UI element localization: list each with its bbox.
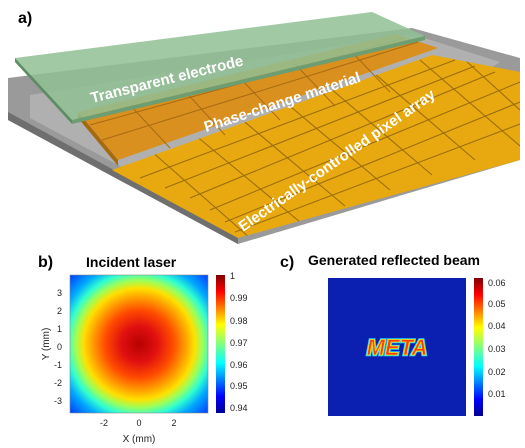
x-tick: 2 (171, 418, 176, 428)
colorbar-tick: 0.99 (230, 293, 248, 303)
colorbar-tick: 1 (230, 271, 235, 281)
substrate-front (8, 112, 238, 244)
colorbar-tick: 0.05 (488, 299, 506, 309)
y-tick: 0 (57, 342, 62, 352)
y-tick: -1 (54, 360, 62, 370)
colorbar-tick: 0.04 (488, 321, 506, 331)
meta-pattern-glow: META (367, 335, 428, 360)
colorbar (474, 278, 483, 416)
colorbar (216, 275, 225, 413)
meta-pattern: META (367, 335, 428, 360)
colorbar-tick: 0.97 (230, 338, 248, 348)
colorbar-tick: 0.02 (488, 367, 506, 377)
x-tick: -2 (100, 418, 108, 428)
panel-a-label: a) (18, 10, 33, 27)
y-tick: 1 (57, 324, 62, 334)
x-axis-label: X (mm) (123, 434, 156, 445)
colorbar-tick: 0.96 (230, 360, 248, 370)
y-tick: -3 (54, 396, 62, 406)
panel-c-label: c) (280, 254, 295, 271)
x-tick: 0 (136, 418, 141, 428)
panel-b-label: b) (38, 254, 54, 271)
colorbar-tick: 0.98 (230, 316, 248, 326)
reflected-beam-plot: META META 0.06 0.05 0.04 0.03 0.02 0.01 (328, 278, 506, 416)
incident-laser-title: Incident laser (86, 254, 177, 270)
y-tick: -2 (54, 378, 62, 388)
colorbar-tick: 0.95 (230, 381, 248, 391)
y-tick: 2 (57, 306, 62, 316)
colorbar-tick: 0.06 (488, 278, 506, 288)
colorbar-tick: 0.03 (488, 344, 506, 354)
reflected-heatmap (328, 278, 466, 416)
reflected-beam-title: Generated reflected beam (308, 252, 480, 268)
gaussian-heatmap (70, 275, 208, 413)
incident-laser-plot: 3 2 1 0 -1 -2 -3 -2 0 2 X (mm) Y (mm) 1 … (41, 271, 248, 445)
transparent-electrode-layer (15, 12, 425, 120)
colorbar-tick: 0.94 (230, 403, 248, 413)
y-axis-label: Y (mm) (41, 328, 52, 361)
colorbar-tick: 0.01 (488, 389, 506, 399)
pixel-grid (139, 59, 520, 238)
y-tick: 3 (57, 288, 62, 298)
device-illustration: Transparent electrode Phase-change mater… (8, 12, 520, 244)
